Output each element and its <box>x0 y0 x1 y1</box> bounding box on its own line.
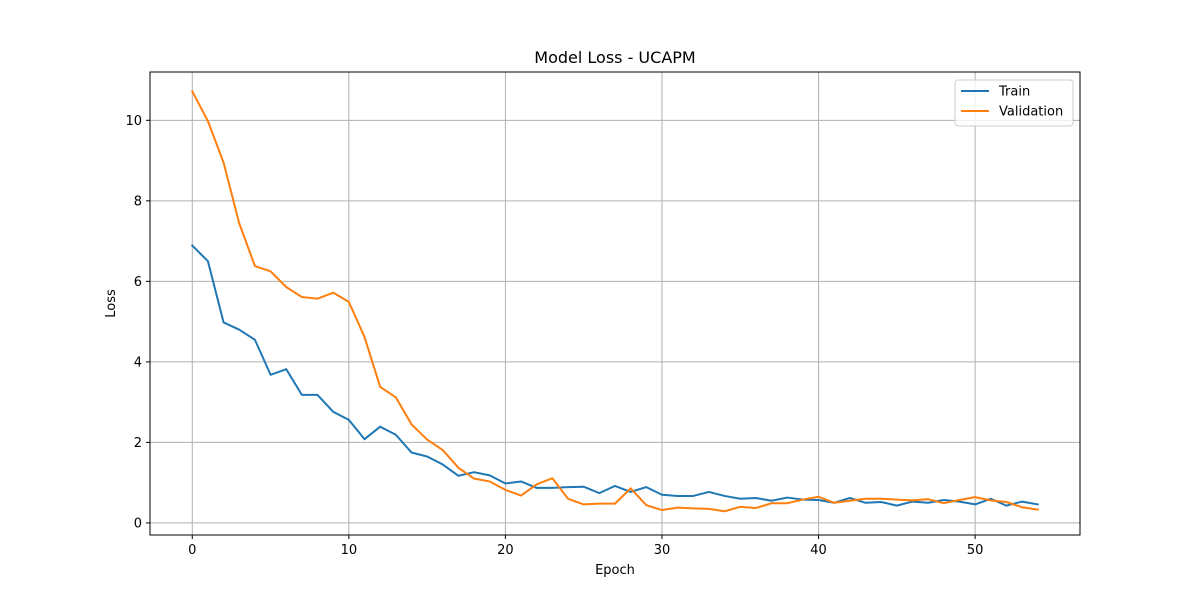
legend-label-train: Train <box>998 85 1030 100</box>
x-tick-label: 30 <box>654 543 671 558</box>
x-tick-label: 20 <box>497 543 514 558</box>
grid <box>150 72 1080 535</box>
y-tick-label: 8 <box>134 194 142 209</box>
y-tick-label: 10 <box>125 114 142 129</box>
y-axis-ticks: 0 2 4 6 8 10 <box>125 114 150 531</box>
y-tick-label: 4 <box>134 355 142 370</box>
plot-frame <box>149 71 1081 536</box>
legend-label-validation: Validation <box>999 105 1063 120</box>
legend: Train Validation <box>954 79 1074 127</box>
series-lines <box>190 89 1039 513</box>
x-tick-label: 0 <box>188 543 196 558</box>
x-tick-label: 10 <box>341 543 358 558</box>
x-tick-label: 40 <box>810 543 827 558</box>
y-tick-label: 2 <box>134 436 142 451</box>
y-tick-label: 6 <box>134 275 142 290</box>
y-axis-title: Loss <box>104 289 119 318</box>
y-tick-label: 0 <box>134 516 142 531</box>
x-axis-ticks: 0 10 20 30 40 50 <box>188 535 983 558</box>
chart-title: Model Loss - UCAPM <box>534 48 695 67</box>
x-axis-title: Epoch <box>595 563 635 578</box>
series-line-validation <box>190 89 1039 513</box>
series-line-train <box>190 244 1039 507</box>
x-tick-label: 50 <box>967 543 984 558</box>
